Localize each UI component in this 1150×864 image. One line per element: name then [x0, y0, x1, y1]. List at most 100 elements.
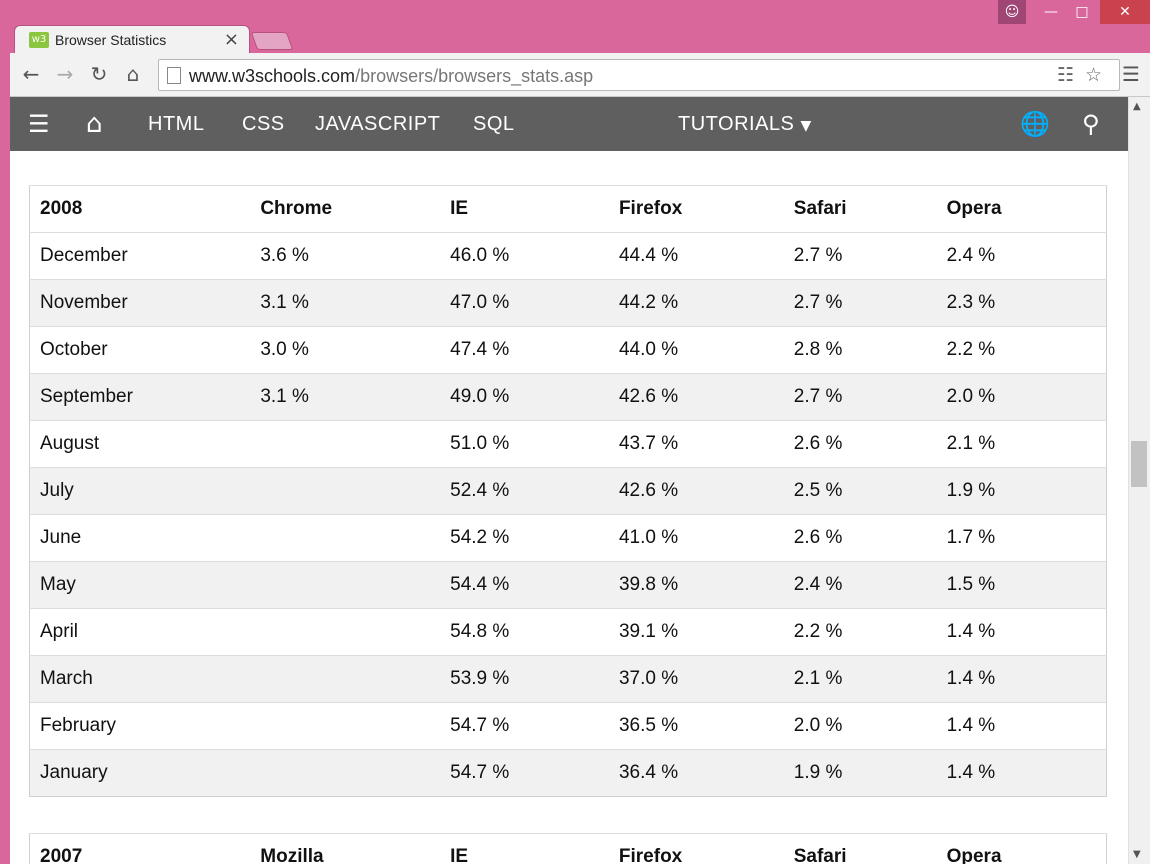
cell-opera: 1.4 % — [946, 655, 1107, 703]
cell-safari: 2.1 % — [793, 655, 947, 703]
cell-ie: 46.0 % — [450, 232, 619, 280]
cell-month: January — [29, 749, 261, 797]
translate-icon[interactable]: ☷ — [1057, 64, 1075, 86]
cell-chrome — [260, 749, 451, 797]
tutorials-label: TUTORIALS — [678, 113, 795, 135]
bookmark-star-icon[interactable]: ☆ — [1085, 64, 1103, 86]
header-ie: IE — [450, 185, 619, 233]
header-opera: Opera — [946, 833, 1107, 864]
scroll-up-arrow-icon[interactable]: ▲ — [1133, 101, 1141, 112]
cell-safari: 2.7 % — [793, 373, 947, 421]
scroll-down-arrow-icon[interactable]: ▼ — [1133, 849, 1141, 860]
cell-chrome — [260, 514, 451, 562]
cell-ie: 49.0 % — [450, 373, 619, 421]
cell-month: March — [29, 655, 261, 703]
table-row: October 3.0 % 47.4 % 44.0 % 2.8 % 2.2 % — [29, 326, 1107, 374]
cell-month: September — [29, 373, 261, 421]
new-tab-button[interactable] — [250, 32, 294, 50]
header-ie: IE — [450, 833, 619, 864]
cell-safari: 2.6 % — [793, 514, 947, 562]
search-icon[interactable]: ⚲ — [1082, 110, 1100, 138]
cell-opera: 1.4 % — [946, 702, 1107, 750]
maximize-button[interactable]: □ — [1075, 4, 1089, 20]
cell-ie: 47.4 % — [450, 326, 619, 374]
cell-opera: 2.1 % — [946, 420, 1107, 468]
header-year: 2008 — [29, 185, 261, 233]
cell-safari: 2.6 % — [793, 420, 947, 468]
cell-chrome — [260, 467, 451, 515]
table-row: December 3.6 % 46.0 % 44.4 % 2.7 % 2.4 % — [29, 232, 1107, 280]
browser-toolbar: ← → ↻ ⌂ www.w3schools.com/browsers/brows… — [10, 53, 1150, 97]
cell-month: November — [29, 279, 261, 327]
cell-firefox: 42.6 % — [618, 373, 794, 421]
header-firefox: Firefox — [618, 185, 794, 233]
cell-ie: 47.0 % — [450, 279, 619, 327]
cell-month: February — [29, 702, 261, 750]
cell-firefox: 43.7 % — [618, 420, 794, 468]
home-icon[interactable]: ⌂ — [126, 62, 140, 86]
nav-sql[interactable]: SQL — [473, 113, 515, 135]
page-icon — [167, 67, 181, 84]
cell-ie: 53.9 % — [450, 655, 619, 703]
header-chrome: Chrome — [260, 185, 451, 233]
cell-chrome — [260, 608, 451, 656]
cell-firefox: 36.5 % — [618, 702, 794, 750]
cell-safari: 2.2 % — [793, 608, 947, 656]
stats-table-2008: 2008 Chrome IE Firefox Safari Opera Dece… — [29, 185, 1107, 797]
close-window-button[interactable]: ✕ — [1100, 0, 1150, 24]
nav-html[interactable]: HTML — [148, 113, 205, 135]
cell-ie: 54.2 % — [450, 514, 619, 562]
nav-tutorials-dropdown[interactable]: TUTORIALS ▼ — [678, 97, 812, 151]
cell-opera: 1.4 % — [946, 749, 1107, 797]
home-icon[interactable]: ⌂ — [86, 109, 103, 139]
cell-opera: 1.5 % — [946, 561, 1107, 609]
hamburger-menu-icon[interactable]: ☰ — [28, 110, 50, 138]
cell-ie: 52.4 % — [450, 467, 619, 515]
scrollbar-thumb[interactable] — [1131, 441, 1147, 487]
reload-icon[interactable]: ↻ — [90, 62, 108, 86]
top-navbar: ☰ ⌂ HTML CSS JAVASCRIPT SQL TUTORIALS ▼ … — [10, 97, 1128, 151]
header-firefox: Firefox — [618, 833, 794, 864]
browser-tab[interactable]: w3 Browser Statistics × — [14, 25, 250, 53]
back-arrow-icon[interactable]: ← — [22, 62, 40, 86]
user-profile-icon[interactable]: ☺ — [998, 0, 1026, 24]
cell-ie: 51.0 % — [450, 420, 619, 468]
table-row: February 54.7 % 36.5 % 2.0 % 1.4 % — [29, 702, 1107, 750]
nav-javascript[interactable]: JAVASCRIPT — [315, 113, 441, 135]
nav-css[interactable]: CSS — [242, 113, 285, 135]
cell-chrome — [260, 702, 451, 750]
cell-firefox: 41.0 % — [618, 514, 794, 562]
page-viewport: ☰ ⌂ HTML CSS JAVASCRIPT SQL TUTORIALS ▼ … — [10, 97, 1128, 864]
table-row: May 54.4 % 39.8 % 2.4 % 1.5 % — [29, 561, 1107, 609]
cell-firefox: 39.8 % — [618, 561, 794, 609]
table-header-row: 2007 Mozilla IE Firefox Safari Opera — [29, 833, 1107, 864]
cell-safari: 2.7 % — [793, 232, 947, 280]
address-bar[interactable]: www.w3schools.com/browsers/browsers_stat… — [158, 59, 1120, 91]
header-opera: Opera — [946, 185, 1107, 233]
vertical-scrollbar[interactable]: ▲ ▼ — [1128, 97, 1150, 864]
cell-ie: 54.7 % — [450, 749, 619, 797]
table-row: April 54.8 % 39.1 % 2.2 % 1.4 % — [29, 608, 1107, 656]
cell-opera: 2.0 % — [946, 373, 1107, 421]
chrome-menu-icon[interactable]: ☰ — [1122, 62, 1140, 86]
cell-chrome: 3.6 % — [260, 232, 451, 280]
header-safari: Safari — [793, 833, 947, 864]
cell-opera: 2.4 % — [946, 232, 1107, 280]
cell-opera: 2.3 % — [946, 279, 1107, 327]
cell-firefox: 39.1 % — [618, 608, 794, 656]
cell-ie: 54.8 % — [450, 608, 619, 656]
cell-opera: 2.2 % — [946, 326, 1107, 374]
cell-safari: 2.4 % — [793, 561, 947, 609]
cell-opera: 1.7 % — [946, 514, 1107, 562]
globe-icon[interactable]: 🌐 — [1020, 110, 1050, 138]
forward-arrow-icon[interactable]: → — [56, 62, 74, 86]
cell-firefox: 42.6 % — [618, 467, 794, 515]
tab-title: Browser Statistics — [55, 32, 167, 48]
cell-firefox: 37.0 % — [618, 655, 794, 703]
tab-close-icon[interactable]: × — [223, 29, 239, 50]
cell-safari: 2.8 % — [793, 326, 947, 374]
minimize-button[interactable]: — — [1044, 4, 1058, 20]
url-text: www.w3schools.com/browsers/browsers_stat… — [189, 66, 594, 86]
cell-firefox: 44.0 % — [618, 326, 794, 374]
cell-month: June — [29, 514, 261, 562]
